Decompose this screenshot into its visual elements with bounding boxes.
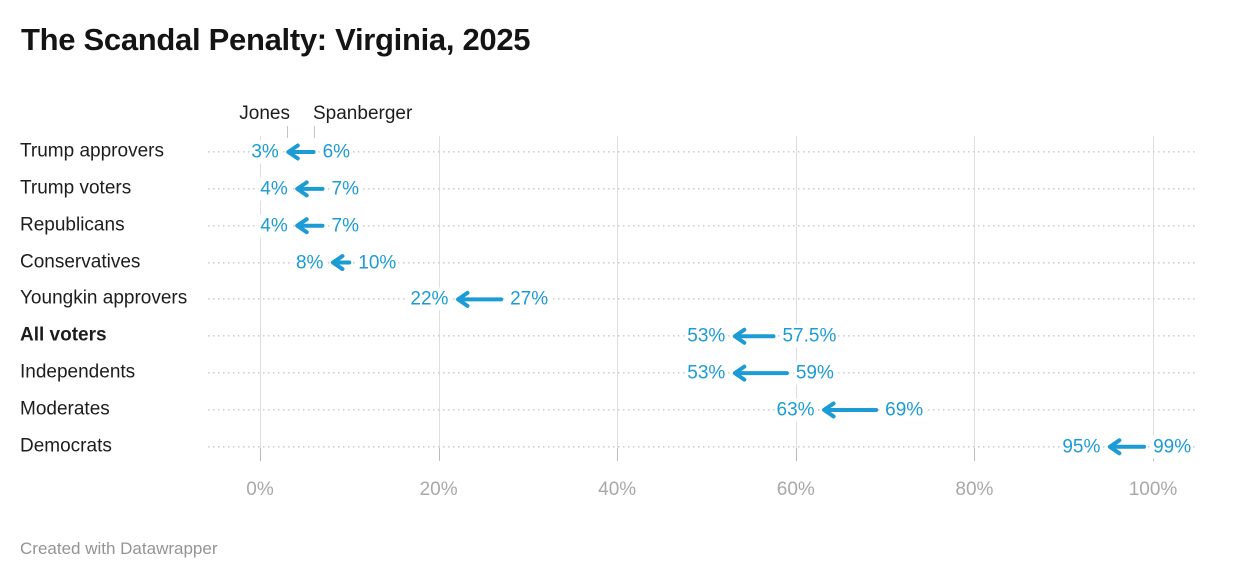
jones-value-label: 63%: [774, 398, 817, 422]
row-dotted-guide: [208, 261, 1196, 264]
category-label: Conservatives: [20, 251, 141, 273]
spanberger-value-label: 7%: [329, 214, 361, 238]
axis-tick: [795, 448, 797, 461]
spanberger-value-label: 27%: [508, 287, 551, 311]
jones-value-label: 95%: [1060, 435, 1103, 459]
spanberger-value-label: 6%: [320, 140, 353, 164]
spanberger-header-tick: [314, 126, 315, 138]
x-axis-tick-label: 20%: [419, 479, 458, 500]
category-label: Youngkin approvers: [20, 287, 188, 309]
jones-value-label: 53%: [685, 361, 728, 385]
jones-header-tick: [287, 126, 288, 138]
jones-value-label: 22%: [408, 287, 451, 311]
spanberger-value-label: 99%: [1151, 435, 1194, 459]
category-label: Independents: [20, 361, 136, 383]
category-label: All voters: [20, 324, 107, 346]
spanberger-header-label: Spanberger: [313, 103, 413, 124]
gridline: [617, 136, 619, 448]
category-label: Trump approvers: [20, 140, 164, 162]
category-label: Moderates: [20, 398, 110, 420]
gridline: [260, 136, 261, 448]
spanberger-value-label: 69%: [883, 398, 926, 422]
axis-tick: [438, 448, 440, 461]
x-axis-tick-label: 0%: [246, 479, 274, 500]
x-axis-tick-label: 40%: [598, 479, 637, 500]
jones-value-label: 3%: [249, 140, 281, 164]
jones-value-label: 53%: [685, 324, 728, 348]
row-dotted-guide: [208, 187, 1196, 190]
row-dotted-guide: [208, 151, 1196, 153]
row-dotted-guide: [208, 298, 1196, 301]
axis-tick: [974, 448, 976, 461]
jones-value-label: 8%: [293, 251, 326, 275]
gridline: [974, 136, 976, 448]
spanberger-value-label: 10%: [356, 251, 399, 275]
category-label: Trump voters: [20, 177, 132, 199]
row-dotted-guide: [208, 445, 1196, 448]
axis-tick: [260, 448, 261, 461]
category-label: Republicans: [20, 214, 125, 236]
axis-tick: [617, 448, 619, 461]
x-axis-tick-label: 80%: [955, 479, 994, 500]
jones-value-label: 4%: [258, 177, 290, 201]
x-axis-tick-label: 100%: [1128, 479, 1178, 500]
jones-value-label: 4%: [258, 214, 290, 238]
x-axis-tick-label: 60%: [776, 479, 815, 500]
gridline: [795, 136, 797, 448]
chart-title: The Scandal Penalty: Virginia, 2025: [21, 22, 531, 57]
spanberger-value-label: 59%: [793, 361, 836, 385]
footer-attribution: Created with Datawrapper: [20, 539, 218, 558]
gridline: [1153, 136, 1154, 448]
jones-header-label: Jones: [239, 103, 290, 124]
spanberger-value-label: 7%: [329, 177, 361, 201]
spanberger-value-label: 57.5%: [780, 324, 839, 348]
row-dotted-guide: [208, 408, 1196, 411]
row-dotted-guide: [208, 224, 1196, 227]
category-label: Democrats: [20, 435, 112, 457]
